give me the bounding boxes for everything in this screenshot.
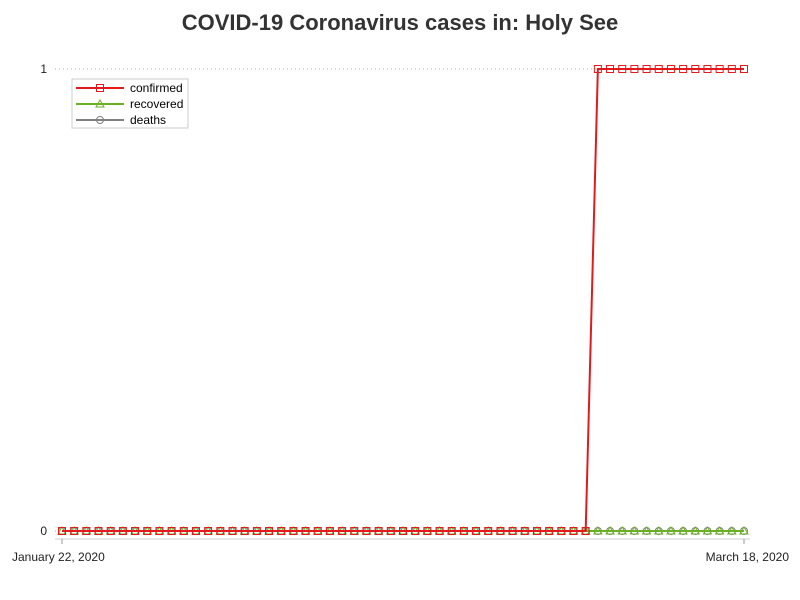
grid-layer — [55, 68, 750, 532]
data-point-confirmed — [593, 65, 602, 73]
data-point-confirmed — [557, 527, 566, 535]
legend-marker-deaths — [96, 116, 104, 124]
data-point-confirmed — [423, 527, 432, 535]
data-point-recovered — [629, 525, 640, 535]
data-point-confirmed — [265, 527, 274, 535]
data-point-confirmed — [459, 527, 468, 535]
data-point-confirmed — [179, 527, 188, 535]
data-point-confirmed — [520, 527, 529, 535]
data-point-confirmed — [666, 65, 675, 73]
data-point-confirmed — [301, 527, 310, 535]
legend-marker-confirmed — [96, 84, 104, 92]
data-point-confirmed — [727, 65, 736, 73]
data-point-confirmed — [484, 527, 493, 535]
data-point-confirmed — [313, 527, 322, 535]
data-point-confirmed — [715, 65, 724, 73]
data-point-confirmed — [399, 527, 407, 535]
data-point-confirmed — [252, 527, 261, 535]
data-point-confirmed — [228, 527, 237, 535]
data-point-confirmed — [325, 527, 334, 535]
data-point-confirmed — [679, 65, 688, 73]
data-point-confirmed — [374, 527, 383, 535]
data-point-confirmed — [131, 527, 140, 535]
x-tick-label: March 18, 2020 — [706, 550, 790, 564]
data-point-confirmed — [70, 527, 79, 535]
data-point-confirmed — [740, 65, 748, 73]
data-point-recovered — [726, 525, 737, 535]
data-point-recovered — [690, 525, 701, 535]
series-layer — [57, 65, 749, 535]
data-point-recovered — [702, 525, 713, 535]
axis-layer: 0 1 January 22, 2020 March 18, 2020 — [12, 62, 789, 564]
data-point-confirmed — [545, 527, 554, 535]
x-tick-label: January 22, 2020 — [12, 550, 105, 564]
data-point-confirmed — [581, 527, 590, 535]
data-point-confirmed — [277, 527, 286, 535]
data-point-confirmed — [191, 527, 200, 535]
data-point-confirmed — [240, 527, 249, 535]
data-point-confirmed — [289, 527, 298, 535]
data-point-recovered — [739, 525, 749, 535]
data-point-confirmed — [106, 527, 115, 535]
data-point-confirmed — [569, 527, 578, 535]
data-point-recovered — [617, 525, 628, 535]
series-confirmed — [58, 65, 748, 535]
data-point-confirmed — [58, 527, 66, 535]
data-point-recovered — [678, 525, 688, 535]
legend-label-confirmed: confirmed — [130, 81, 183, 95]
data-point-confirmed — [654, 65, 663, 73]
data-point-confirmed — [703, 65, 712, 73]
legend-label-recovered: recovered — [130, 97, 183, 111]
data-point-confirmed — [216, 527, 225, 535]
data-point-confirmed — [435, 527, 444, 535]
data-point-recovered — [641, 525, 652, 535]
data-point-confirmed — [691, 65, 700, 73]
data-point-confirmed — [204, 527, 213, 535]
data-point-confirmed — [94, 527, 103, 535]
data-point-confirmed — [167, 527, 176, 535]
data-point-confirmed — [118, 527, 127, 535]
chart-title: COVID-19 Coronavirus cases in: Holy See — [181, 10, 619, 35]
data-point-confirmed — [472, 527, 481, 535]
series-line-confirmed — [62, 68, 744, 532]
data-point-confirmed — [350, 527, 359, 535]
data-point-confirmed — [411, 527, 420, 535]
data-point-confirmed — [630, 65, 639, 73]
data-point-confirmed — [447, 527, 456, 535]
data-point-confirmed — [362, 527, 371, 535]
data-point-confirmed — [508, 527, 517, 535]
data-point-confirmed — [606, 65, 615, 73]
data-point-confirmed — [386, 527, 395, 535]
data-point-confirmed — [532, 527, 541, 535]
data-point-confirmed — [338, 527, 347, 535]
data-point-confirmed — [618, 65, 627, 73]
y-tick-label: 1 — [40, 62, 47, 76]
legend-marker-recovered — [95, 98, 105, 108]
y-tick-label: 0 — [40, 524, 47, 538]
data-point-confirmed — [82, 527, 91, 535]
data-point-recovered — [592, 525, 603, 535]
legend: confirmed recovered deaths — [71, 78, 189, 129]
data-point-recovered — [605, 525, 615, 535]
data-point-confirmed — [642, 65, 651, 73]
data-point-confirmed — [143, 527, 152, 535]
data-point-confirmed — [496, 527, 505, 535]
legend-label-deaths: deaths — [130, 113, 166, 127]
data-point-recovered — [714, 525, 725, 535]
data-point-recovered — [653, 525, 664, 535]
data-point-recovered — [666, 525, 676, 535]
data-point-confirmed — [155, 527, 164, 535]
